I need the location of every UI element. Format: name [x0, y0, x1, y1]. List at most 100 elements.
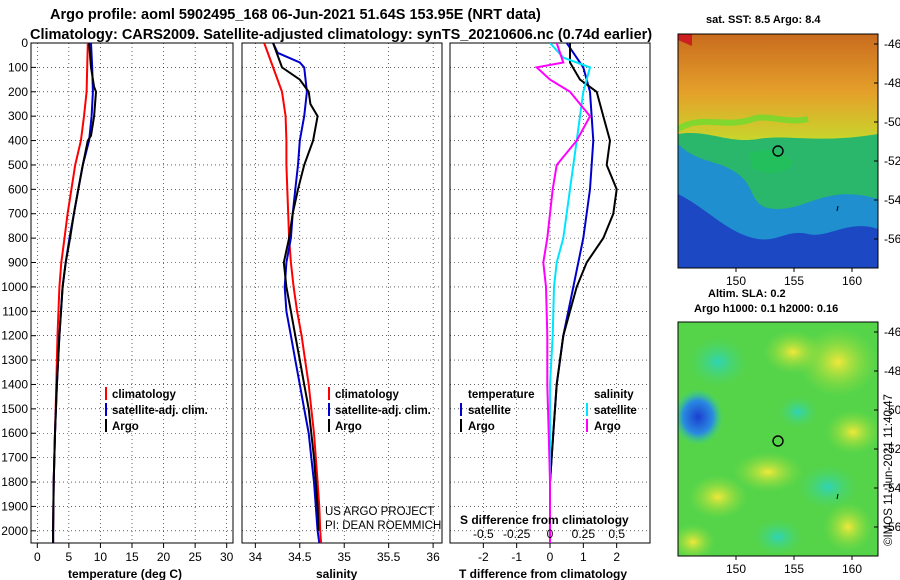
s-diff-tick-label: -0.5 [473, 527, 494, 541]
latitude-tick-label: -56 [884, 520, 900, 534]
salinity-legend: climatology satellite-adj. clim. Argo [328, 387, 431, 433]
difference-lines [534, 43, 618, 543]
legend-t-argo: Argo [468, 421, 495, 433]
figure-subtitle: Climatology: CARS2009. Satellite-adjuste… [30, 27, 652, 43]
sst-map-image [678, 34, 878, 268]
float-position-marker [772, 145, 784, 157]
imos-watermark: ©IMOS 11-Jun-2021 11:40:47 [883, 394, 895, 546]
series-line-argo [52, 43, 98, 543]
legend-swatch-climatology [328, 387, 330, 400]
sst-map-frame [677, 33, 879, 269]
temperature-axis-label: temperature (deg C) [68, 567, 182, 580]
legend-swatch-argo [105, 419, 107, 432]
legend-swatch-satellite [105, 403, 107, 416]
latitude-tick-label: -54 [884, 193, 900, 207]
longitude-tick-label: 150 [726, 562, 746, 576]
salinity-lines [263, 43, 323, 543]
x-tick-label: 25 [188, 550, 202, 564]
difference-legend: temperature salinity satellite Argo sate… [460, 389, 637, 433]
salinity-panel: 34 34.5 35 35.5 36 salinity climatology sate… [241, 42, 443, 580]
legend-swatch-t-argo [460, 419, 462, 432]
temperature-lines [52, 43, 98, 543]
temperature-panel: 0 5 10 15 20 25 30 0 100 200 300 400 500 600 700 800 90… [1, 36, 455, 580]
salinity-grid [242, 43, 442, 543]
x-tick-label: 5 [66, 550, 73, 564]
x-tick-label: 30 [220, 550, 234, 564]
series-line-climatology [263, 43, 323, 543]
latitude-tick-label: -56 [884, 232, 900, 246]
s-difference-axis-label: S difference from climatology [460, 513, 629, 527]
x-tick-label: 35 [338, 550, 352, 564]
series-line-argo [272, 43, 320, 531]
depth-tick-label: 1800 [1, 475, 28, 489]
depth-tick-label: 0 [21, 36, 28, 50]
legend-s-satellite: satellite [594, 405, 637, 417]
latitude-tick-label: -46 [884, 37, 900, 51]
x-tick-label: 15 [125, 550, 139, 564]
x-tick-label: 1 [580, 550, 587, 564]
legend-climatology: climatology [335, 389, 400, 401]
latitude-tick-label: -54 [884, 481, 900, 495]
x-tick-label: 20 [157, 550, 171, 564]
temperature-x-ticks: 0 5 10 15 20 25 30 [34, 543, 234, 564]
depth-tick-label: 500 [8, 158, 28, 172]
x-tick-label: 34.5 [288, 550, 312, 564]
depth-tick-label: 1100 [2, 304, 28, 318]
latitude-tick-label: -52 [884, 442, 900, 456]
legend-title-salinity: salinity [594, 389, 634, 401]
depth-tick-label: 1000 [1, 280, 28, 294]
sla-map-image [678, 322, 878, 556]
sla-map-title-line1: Altim. SLA: 0.2 [708, 288, 786, 300]
sla-map-title-line2: Argo h1000: 0.1 h2000: 0.16 [694, 303, 838, 315]
depth-tick-label: 700 [8, 207, 28, 221]
latitude-tick-label: -48 [884, 76, 900, 90]
sst-map-title: sat. SST: 8.5 Argo: 8.4 [706, 14, 821, 26]
salinity-x-ticks: 34 34.5 35 35.5 36 [249, 543, 440, 564]
t-difference-x-ticks: -2 -1 0 1 2 [478, 543, 620, 564]
s-diff-tick-label: 0.5 [608, 527, 625, 541]
s-diff-tick-label: -0.25 [503, 527, 531, 541]
x-tick-label: 36 [426, 550, 440, 564]
legend-argo: Argo [335, 421, 362, 433]
depth-tick-label: 1900 [1, 499, 28, 513]
sla-lat-ticks: -46 -48 -50 -52 -54 -56 [874, 325, 900, 534]
legend-swatch-s-satellite [586, 403, 588, 416]
longitude-tick-label: 160 [842, 274, 862, 288]
depth-tick-label: 600 [8, 182, 28, 196]
s-diff-tick-label: 0 [547, 527, 554, 541]
latitude-tick-label: -50 [884, 115, 900, 129]
depth-tick-label: 1400 [1, 377, 28, 391]
x-tick-label: 35.5 [377, 550, 401, 564]
float-position-marker [772, 435, 784, 447]
depth-tick-labels: 0 100 200 300 400 500 600 700 800 900 1000 1100 1200… [1, 36, 455, 538]
legend-s-argo: Argo [594, 421, 621, 433]
depth-tick-label: 200 [8, 85, 28, 99]
latitude-tick-label: -46 [884, 325, 900, 339]
depth-tick-label: 800 [8, 231, 28, 245]
longitude-tick-label: 150 [726, 274, 746, 288]
depth-tick-label: 1300 [1, 353, 28, 367]
s-diff-tick-label: 0.25 [572, 527, 596, 541]
depth-tick-label: 400 [8, 134, 28, 148]
salinity-axis-label: salinity [316, 567, 358, 580]
temperature-grid [31, 43, 233, 543]
sla-lon-ticks: 150 155 160 [726, 556, 862, 576]
sst-lon-ticks: 150 155 160 [726, 268, 862, 288]
legend-satellite: satellite-adj. clim. [112, 405, 208, 417]
salinity-plot-frame [241, 42, 443, 544]
temperature-legend: climatology satellite-adj. clim. Argo [105, 387, 208, 433]
s-difference-x-ticks: -0.5 -0.25 0 0.25 0.5 [473, 527, 625, 541]
legend-swatch-s-argo [586, 419, 588, 432]
t-difference-axis-label: T difference from climatology [459, 567, 627, 580]
latitude-tick-label: -48 [884, 364, 900, 378]
depth-tick-label: 300 [8, 109, 28, 123]
credit-pi: PI: DEAN ROEMMICH [325, 520, 441, 532]
difference-panel: -2 -1 0 1 2 -0.5 -0.25 0 0.25 0.5 S difference f… [449, 42, 651, 580]
depth-tick-label: 900 [8, 256, 28, 270]
sst-map: sat. SST: 8.5 Argo: 8.4 -46-48-50-52-54-… [677, 14, 900, 288]
legend-climatology: climatology [112, 389, 177, 401]
depth-tick-label: 2000 [1, 524, 28, 538]
x-tick-label: 10 [94, 550, 108, 564]
x-tick-label: 0 [547, 550, 554, 564]
